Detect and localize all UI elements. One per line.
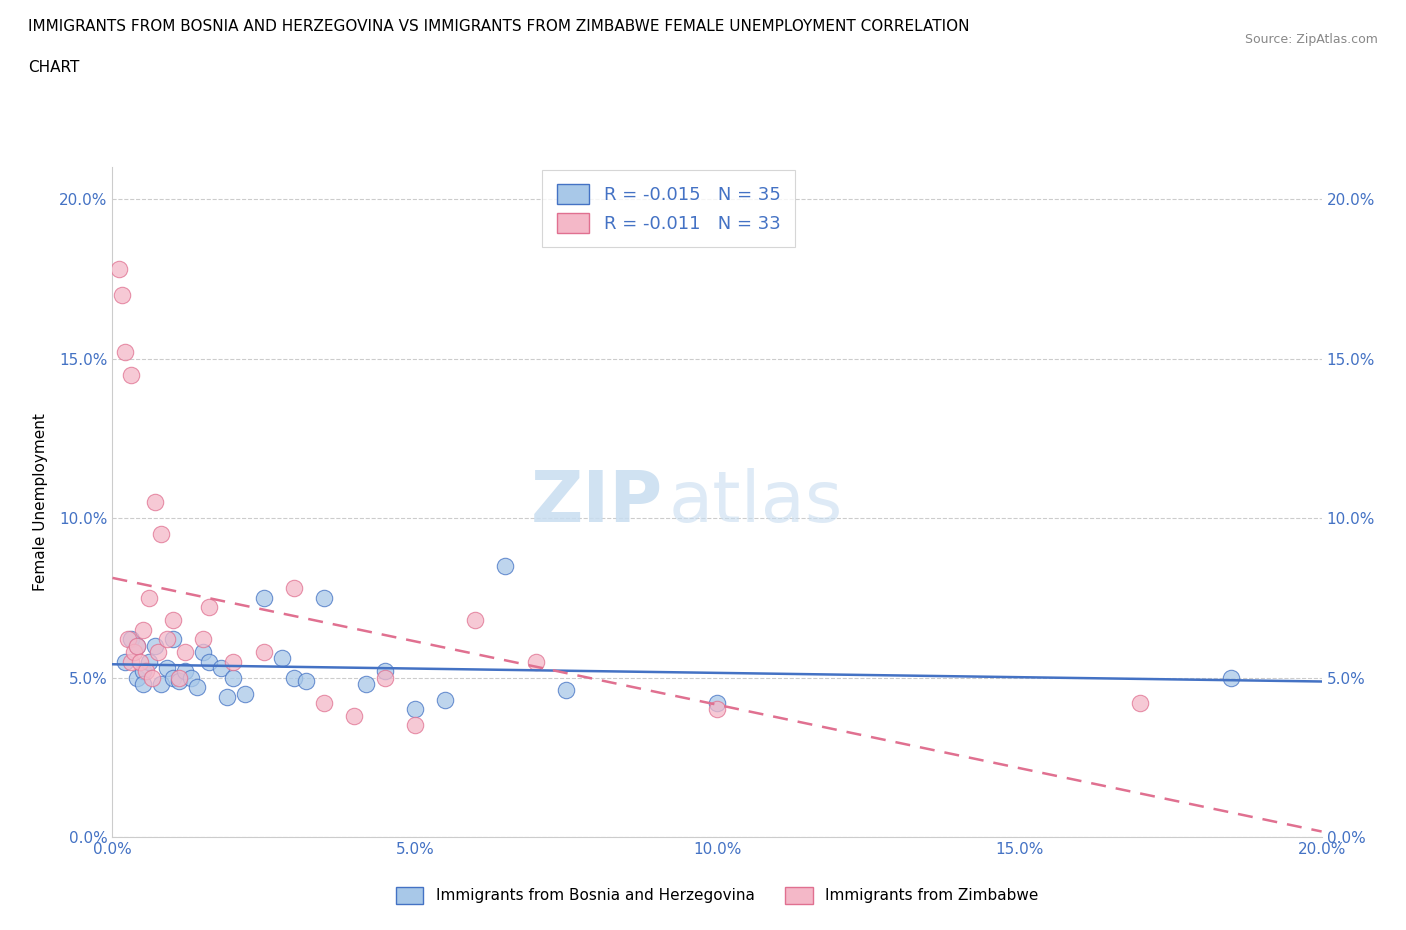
Point xyxy=(120,654,142,669)
Point xyxy=(120,631,142,646)
Point xyxy=(120,367,142,382)
Point xyxy=(138,654,160,669)
Y-axis label: Female Unemployment: Female Unemployment xyxy=(34,413,48,591)
Point xyxy=(141,671,163,685)
Point xyxy=(191,644,215,659)
Point xyxy=(706,702,728,717)
Point xyxy=(314,696,336,711)
Point xyxy=(110,287,132,302)
Point xyxy=(180,671,202,685)
Point xyxy=(174,664,197,679)
Point xyxy=(186,680,208,695)
Point xyxy=(209,660,232,675)
Point xyxy=(125,671,148,685)
Point xyxy=(167,673,190,688)
Point xyxy=(1129,696,1152,711)
Point xyxy=(217,689,239,704)
Point xyxy=(143,638,166,653)
Point xyxy=(135,664,157,679)
Point xyxy=(132,664,155,679)
Point xyxy=(132,676,155,691)
Point xyxy=(122,644,145,659)
Point xyxy=(146,644,169,659)
Point xyxy=(706,696,728,711)
Point xyxy=(198,600,221,615)
Text: IMMIGRANTS FROM BOSNIA AND HERZEGOVINA VS IMMIGRANTS FROM ZIMBABWE FEMALE UNEMPL: IMMIGRANTS FROM BOSNIA AND HERZEGOVINA V… xyxy=(28,19,970,33)
Point xyxy=(191,631,215,646)
Point xyxy=(174,644,197,659)
Point xyxy=(222,654,245,669)
Point xyxy=(114,654,136,669)
Point xyxy=(404,702,426,717)
Point xyxy=(554,683,576,698)
Text: atlas: atlas xyxy=(669,468,844,537)
Point xyxy=(374,671,396,685)
Point xyxy=(143,495,166,510)
Point xyxy=(314,591,336,605)
Point xyxy=(404,718,426,733)
Point xyxy=(356,676,378,691)
Point xyxy=(149,526,172,541)
Point xyxy=(524,654,547,669)
Point xyxy=(156,660,179,675)
Point xyxy=(295,673,318,688)
Text: CHART: CHART xyxy=(28,60,80,75)
Legend: Immigrants from Bosnia and Herzegovina, Immigrants from Zimbabwe: Immigrants from Bosnia and Herzegovina, … xyxy=(389,881,1045,910)
Point xyxy=(1220,671,1243,685)
Point xyxy=(495,559,517,574)
Point xyxy=(253,591,276,605)
Point xyxy=(107,262,129,277)
Text: Source: ZipAtlas.com: Source: ZipAtlas.com xyxy=(1244,33,1378,46)
Point xyxy=(117,631,139,646)
Point xyxy=(162,613,184,628)
Point xyxy=(156,631,179,646)
Point xyxy=(167,671,190,685)
Point xyxy=(270,651,292,666)
Point xyxy=(149,676,172,691)
Point xyxy=(253,644,276,659)
Point xyxy=(464,613,486,628)
Point xyxy=(128,654,150,669)
Point xyxy=(198,654,221,669)
Point xyxy=(162,631,184,646)
Point xyxy=(283,581,305,596)
Point xyxy=(434,693,457,708)
Text: ZIP: ZIP xyxy=(530,468,662,537)
Point xyxy=(162,671,184,685)
Point xyxy=(125,638,148,653)
Point xyxy=(374,664,396,679)
Point xyxy=(114,345,136,360)
Point xyxy=(132,622,155,637)
Point xyxy=(125,638,148,653)
Point xyxy=(235,686,257,701)
Point xyxy=(343,709,366,724)
Point xyxy=(138,591,160,605)
Point xyxy=(222,671,245,685)
Point xyxy=(283,671,305,685)
